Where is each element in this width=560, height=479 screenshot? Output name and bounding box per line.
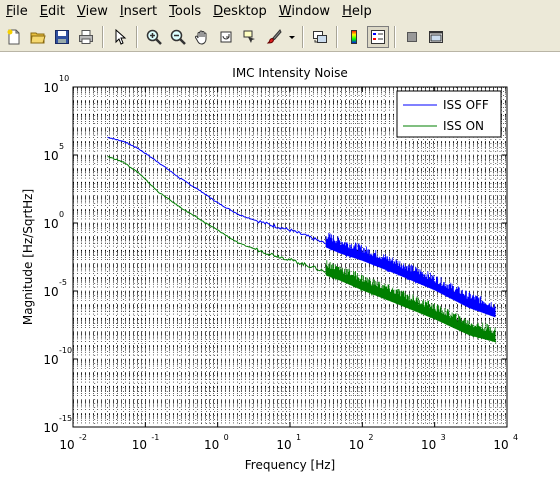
menu-tools[interactable]: Tools [169, 3, 202, 19]
y-tick-label-exp: -10 [59, 346, 72, 355]
x-tick-label-exp: -2 [79, 433, 87, 442]
x-tick-label: 10 4 [493, 433, 518, 452]
x-axis-label: Frequency [Hz] [245, 458, 336, 472]
legend-label: ISS OFF [443, 98, 489, 112]
y-tick-label-base: 10 [43, 217, 58, 231]
x-tick-label: 10 -2 [59, 433, 87, 452]
y-tick-label-exp: 0 [59, 210, 64, 219]
x-tick-label-exp: 4 [513, 433, 518, 442]
y-tick-label-base: 10 [43, 353, 58, 367]
y-tick-label-base: 10 [43, 149, 58, 163]
pointer-icon[interactable] [109, 26, 131, 48]
y-axis-label: Magnitude [Hz/SqrtHz] [21, 189, 35, 325]
x-tick-label: 10 -1 [132, 433, 160, 452]
rotate-3d-icon[interactable] [215, 26, 237, 48]
x-tick-label-base: 10 [493, 438, 508, 452]
x-tick-label-exp: 3 [441, 433, 446, 442]
open-file-icon[interactable] [27, 26, 49, 48]
x-tick-label-exp: 2 [368, 433, 373, 442]
brush-icon[interactable] [263, 26, 285, 48]
legend-icon[interactable] [367, 25, 389, 48]
zoom-out-icon[interactable] [167, 26, 189, 48]
print-icon[interactable] [75, 26, 97, 48]
menu-desktop[interactable]: Desktop [213, 3, 267, 19]
menu-window[interactable]: Window [278, 3, 331, 19]
y-tick-label-exp: 5 [59, 142, 64, 151]
series-noise-iss-off [325, 232, 496, 318]
toolbar-separator [336, 25, 338, 48]
hide-plot-tools-icon[interactable] [401, 26, 423, 48]
save-icon[interactable] [51, 26, 73, 48]
toolbar-separator [102, 25, 104, 48]
y-tick-label: 105 [43, 142, 64, 163]
legend-label: ISS ON [443, 119, 484, 133]
brush-dropdown-icon[interactable] [287, 26, 297, 48]
chart-title: IMC Intensity Noise [232, 66, 347, 80]
y-tick-label: 10-5 [43, 278, 67, 299]
y-tick-label-exp: 10 [59, 74, 69, 83]
menubar: File Edit View Insert Tools Desktop Window Help [0, 0, 560, 22]
x-tick-label-base: 10 [132, 438, 147, 452]
toolbar-separator [394, 25, 396, 48]
x-tick-label-base: 10 [59, 438, 74, 452]
x-tick-label: 10 0 [204, 433, 229, 452]
pan-hand-icon[interactable] [191, 26, 213, 48]
y-tick-label: 100 [43, 210, 64, 231]
menu-insert[interactable]: Insert [119, 3, 158, 19]
colorbar-icon[interactable] [343, 26, 365, 48]
x-tick-label-exp: 1 [296, 433, 301, 442]
zoom-in-icon[interactable] [143, 26, 165, 48]
x-tick-label-base: 10 [349, 438, 364, 452]
show-plot-tools-icon[interactable] [425, 26, 447, 48]
y-tick-label-base: 10 [43, 421, 58, 435]
new-figure-icon[interactable] [3, 26, 25, 48]
link-plot-icon[interactable] [309, 26, 331, 48]
series-noise-iss-on [325, 260, 496, 343]
x-tick-label-exp: -1 [151, 433, 159, 442]
y-tick-label-base: 10 [43, 285, 58, 299]
x-tick-label-base: 10 [276, 438, 291, 452]
toolbar [0, 22, 560, 52]
chart[interactable]: 10-210-1100101102103104101010510010-510-… [0, 53, 560, 475]
x-tick-label: 10 1 [276, 433, 301, 452]
menu-view[interactable]: View [76, 3, 108, 19]
toolbar-separator [136, 25, 138, 48]
x-tick-label-base: 10 [421, 438, 436, 452]
x-tick-label: 10 3 [421, 433, 446, 452]
legend[interactable]: ISS OFF ISS ON [396, 90, 502, 138]
x-tick-label-exp: 0 [224, 433, 229, 442]
grid [73, 87, 507, 427]
figure-area: 10 -2 10 -1 10 0 10 1 10 2 10 3 10 4 10 10 10 5 10 0 10 -5 10-… [0, 53, 560, 475]
y-tick-label: 10-10 [43, 346, 72, 367]
y-tick-label-base: 10 [43, 81, 58, 95]
data-cursor-icon[interactable] [239, 26, 261, 48]
legend-box [396, 90, 502, 138]
y-tick-label-exp: -15 [59, 414, 72, 423]
menu-help[interactable]: Help [342, 3, 372, 19]
menu-file[interactable]: File [6, 3, 28, 19]
x-tick-label: 10 2 [349, 433, 374, 452]
y-tick-label-exp: -5 [59, 278, 67, 287]
toolbar-separator [302, 25, 304, 48]
y-tick-label: 10-15 [43, 414, 72, 435]
menu-edit[interactable]: Edit [39, 3, 65, 19]
x-tick-label-base: 10 [204, 438, 219, 452]
